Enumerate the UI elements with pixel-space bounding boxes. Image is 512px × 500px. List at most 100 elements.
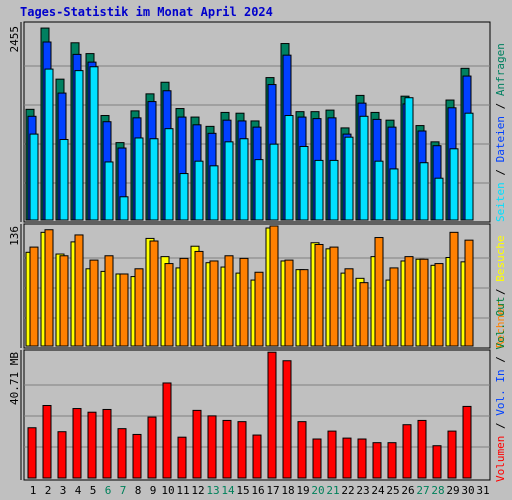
requests-y-max-label: 2455 — [8, 26, 21, 53]
bar-volumen — [57, 431, 67, 479]
bar-seiten — [434, 177, 444, 221]
legend-requests: Seiten / Dateien / Anfragen — [494, 43, 507, 222]
bar-volumen — [447, 430, 457, 479]
bar-seiten — [209, 165, 219, 221]
day-label: 8 — [135, 484, 142, 497]
day-label: 21 — [326, 484, 339, 497]
bar-seiten — [74, 70, 84, 221]
bar-volumen — [162, 382, 172, 479]
bar-rechner — [119, 273, 129, 347]
bar-volumen — [327, 430, 337, 479]
bar-volumen — [102, 408, 112, 479]
legend-rechner: Rechner — [494, 301, 507, 348]
bar-seiten — [449, 148, 459, 221]
legend-vol-in: Vol. In — [494, 369, 507, 415]
volume-y-max-label: 40.71 MB — [8, 352, 21, 405]
bar-seiten — [29, 133, 39, 221]
bar-seiten — [254, 159, 264, 221]
legend-anfragen: Anfragen — [494, 43, 507, 96]
bar-rechner — [404, 256, 414, 347]
bar-rechner — [149, 240, 159, 347]
day-label: 11 — [176, 484, 189, 497]
bar-seiten — [104, 161, 114, 221]
bar-seiten — [359, 115, 369, 221]
bar-seiten — [119, 196, 129, 221]
legend-separator: / — [494, 350, 507, 370]
bar-volumen — [117, 428, 127, 479]
day-label: 23 — [356, 484, 369, 497]
bar-seiten — [224, 141, 234, 221]
bar-seiten — [299, 145, 309, 221]
day-label: 9 — [150, 484, 157, 497]
bar-volumen — [297, 421, 307, 479]
day-label: 2 — [45, 484, 52, 497]
bar-seiten — [89, 66, 99, 221]
day-label: 15 — [236, 484, 249, 497]
bar-rechner — [419, 258, 429, 347]
day-label: 14 — [221, 484, 235, 497]
bar-volumen — [417, 419, 427, 479]
bar-rechner — [59, 255, 69, 347]
day-label: 22 — [341, 484, 354, 497]
bar-volumen — [192, 409, 202, 479]
bar-seiten — [389, 168, 399, 221]
day-label: 26 — [401, 484, 414, 497]
bar-volumen — [177, 436, 187, 479]
day-label: 17 — [266, 484, 279, 497]
bar-seiten — [134, 137, 144, 221]
legend-dateien: Dateien — [494, 116, 507, 162]
legend-separator: / — [494, 96, 507, 116]
day-label: 24 — [371, 484, 385, 497]
bar-seiten — [404, 97, 414, 221]
bar-rechner — [269, 225, 279, 347]
day-label: 6 — [105, 484, 112, 497]
bar-volumen — [432, 445, 442, 479]
bar-rechner — [74, 234, 84, 347]
day-label: 27 — [416, 484, 429, 497]
bar-rechner — [314, 243, 324, 347]
bar-rechner — [329, 246, 339, 347]
legend-besuche: Besuche — [494, 235, 507, 281]
bar-seiten — [149, 138, 159, 221]
bar-volumen — [312, 438, 322, 479]
bar-volumen — [132, 433, 142, 479]
bar-rechner — [29, 246, 39, 347]
bar-rechner — [434, 263, 444, 347]
day-label: 3 — [60, 484, 67, 497]
bar-rechner — [44, 229, 54, 347]
day-label: 25 — [386, 484, 399, 497]
day-label: 1 — [30, 484, 37, 497]
bar-volumen — [282, 360, 292, 479]
bar-rechner — [254, 271, 264, 347]
day-label: 7 — [120, 484, 127, 497]
bar-volumen — [237, 421, 247, 479]
bar-volumen — [462, 405, 472, 479]
bar-volumen — [222, 419, 232, 479]
bars — [25, 27, 474, 479]
bar-volumen — [147, 416, 157, 479]
legend-separator: / — [494, 416, 507, 436]
bar-volumen — [252, 434, 262, 479]
legend-volumen: Volumen — [494, 436, 507, 482]
bar-seiten — [269, 143, 279, 221]
bar-rechner — [179, 257, 189, 347]
bar-rechner — [299, 269, 309, 347]
bar-volumen — [387, 442, 397, 479]
chart-title: Tages-Statistik im Monat April 2024 — [20, 5, 273, 19]
legend-volume: Volumen / Vol. In / Vol. Out — [494, 297, 507, 482]
bar-volumen — [402, 424, 412, 479]
bar-rechner — [284, 259, 294, 347]
bar-seiten — [329, 159, 339, 221]
bar-seiten — [464, 112, 474, 221]
day-label: 10 — [161, 484, 174, 497]
bar-rechner — [209, 260, 219, 347]
bar-seiten — [179, 173, 189, 221]
bar-volumen — [372, 442, 382, 479]
bar-seiten — [59, 139, 69, 221]
bar-rechner — [134, 268, 144, 347]
bar-rechner — [344, 268, 354, 347]
day-label: 18 — [281, 484, 294, 497]
day-labels: 1 2 3 4 5 6 7 8 9 10 11 12 13 14 15 16 17 18 19 20 21 22 23 24 2… — [30, 484, 490, 497]
bar-rechner — [104, 255, 114, 347]
bar-rechner — [359, 282, 369, 347]
